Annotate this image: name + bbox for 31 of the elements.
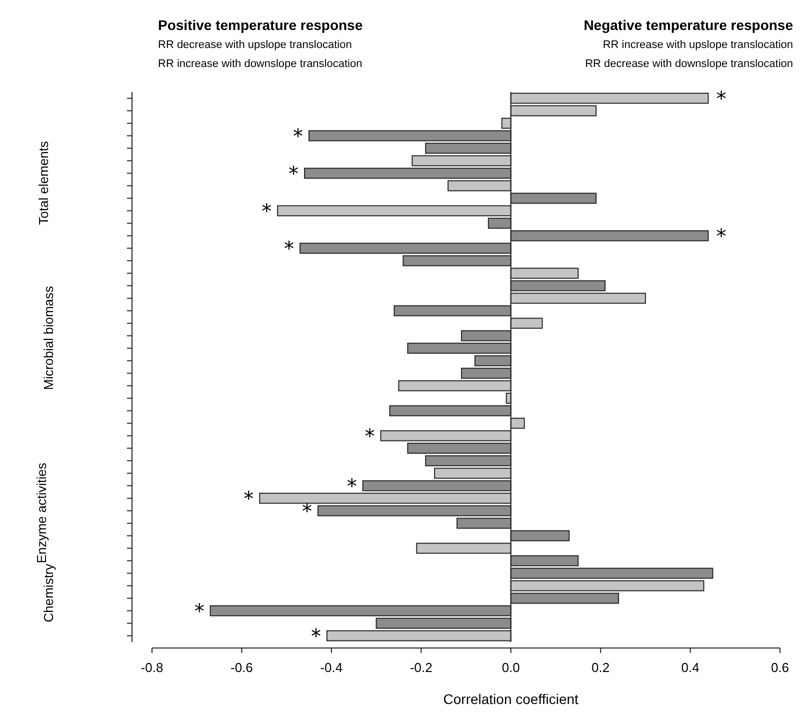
data-label: *: [262, 198, 272, 223]
text: Microbial biomass: [41, 285, 56, 390]
text: RR increase with upslope translocation: [602, 39, 793, 51]
data-label: *: [302, 498, 312, 523]
text: Enzyme activities: [34, 462, 49, 564]
text: Negative temperature response: [584, 17, 794, 33]
x-tick-label: 0.0: [502, 660, 520, 675]
data-label: *: [716, 86, 726, 110]
x-tick-label: 0.6: [770, 660, 790, 675]
data-label: *: [244, 486, 254, 510]
text: Chemistry: [41, 563, 56, 622]
text: RR decrease with downslope translocation: [585, 58, 793, 70]
text: Total elements: [36, 140, 51, 225]
data-label: *: [284, 236, 294, 260]
text: Positive temperature response: [158, 17, 363, 33]
text: RR decrease with upslope translocation: [158, 39, 352, 51]
x-axis-title: Correlation coefficient: [443, 691, 579, 707]
x-tick-label: 0.2: [592, 660, 610, 675]
data-label: *: [310, 624, 321, 648]
data-label: *: [293, 124, 303, 148]
data-label: *: [716, 224, 726, 248]
x-tick-label: -0.4: [320, 660, 343, 675]
x-tick-label: -0.2: [410, 660, 432, 675]
x-tick-label: 0.4: [681, 660, 700, 675]
x-tick-label: -0.8: [140, 660, 164, 675]
data-label: *: [288, 161, 299, 186]
text: RR increase with downslope translocation: [158, 58, 362, 70]
x-tick-label: -0.6: [230, 660, 253, 675]
data-label: *: [346, 474, 357, 498]
data-label: *: [364, 424, 375, 448]
data-label: *: [194, 598, 204, 623]
